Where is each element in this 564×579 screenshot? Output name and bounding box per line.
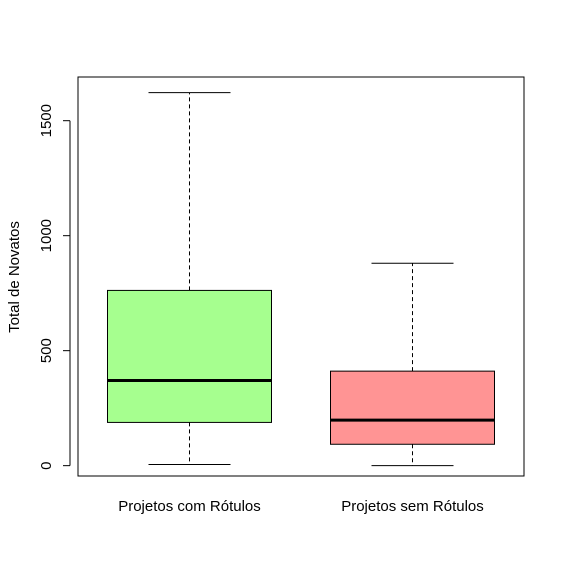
box-rect-1 — [330, 370, 495, 445]
x-axis: Projetos com Rótulos Projetos sem Rótulos — [118, 498, 484, 515]
y-tick-label-1: 500 — [38, 338, 55, 363]
box-0 — [107, 92, 272, 466]
boxes-layer — [107, 92, 495, 467]
y-axis-label: Total de Novatos — [6, 221, 23, 333]
x-category-label-1: Projetos sem Rótulos — [341, 498, 484, 515]
plot-frame — [77, 76, 525, 477]
box-1 — [330, 262, 495, 467]
box-rect-0 — [107, 289, 272, 423]
y-tick-label-3: 1500 — [38, 104, 55, 137]
x-category-label-0: Projetos com Rótulos — [118, 498, 261, 515]
y-tick-label-0: 0 — [38, 461, 55, 469]
y-tick-label-2: 1000 — [38, 219, 55, 252]
y-axis: 0 500 1000 1500 — [38, 104, 71, 470]
